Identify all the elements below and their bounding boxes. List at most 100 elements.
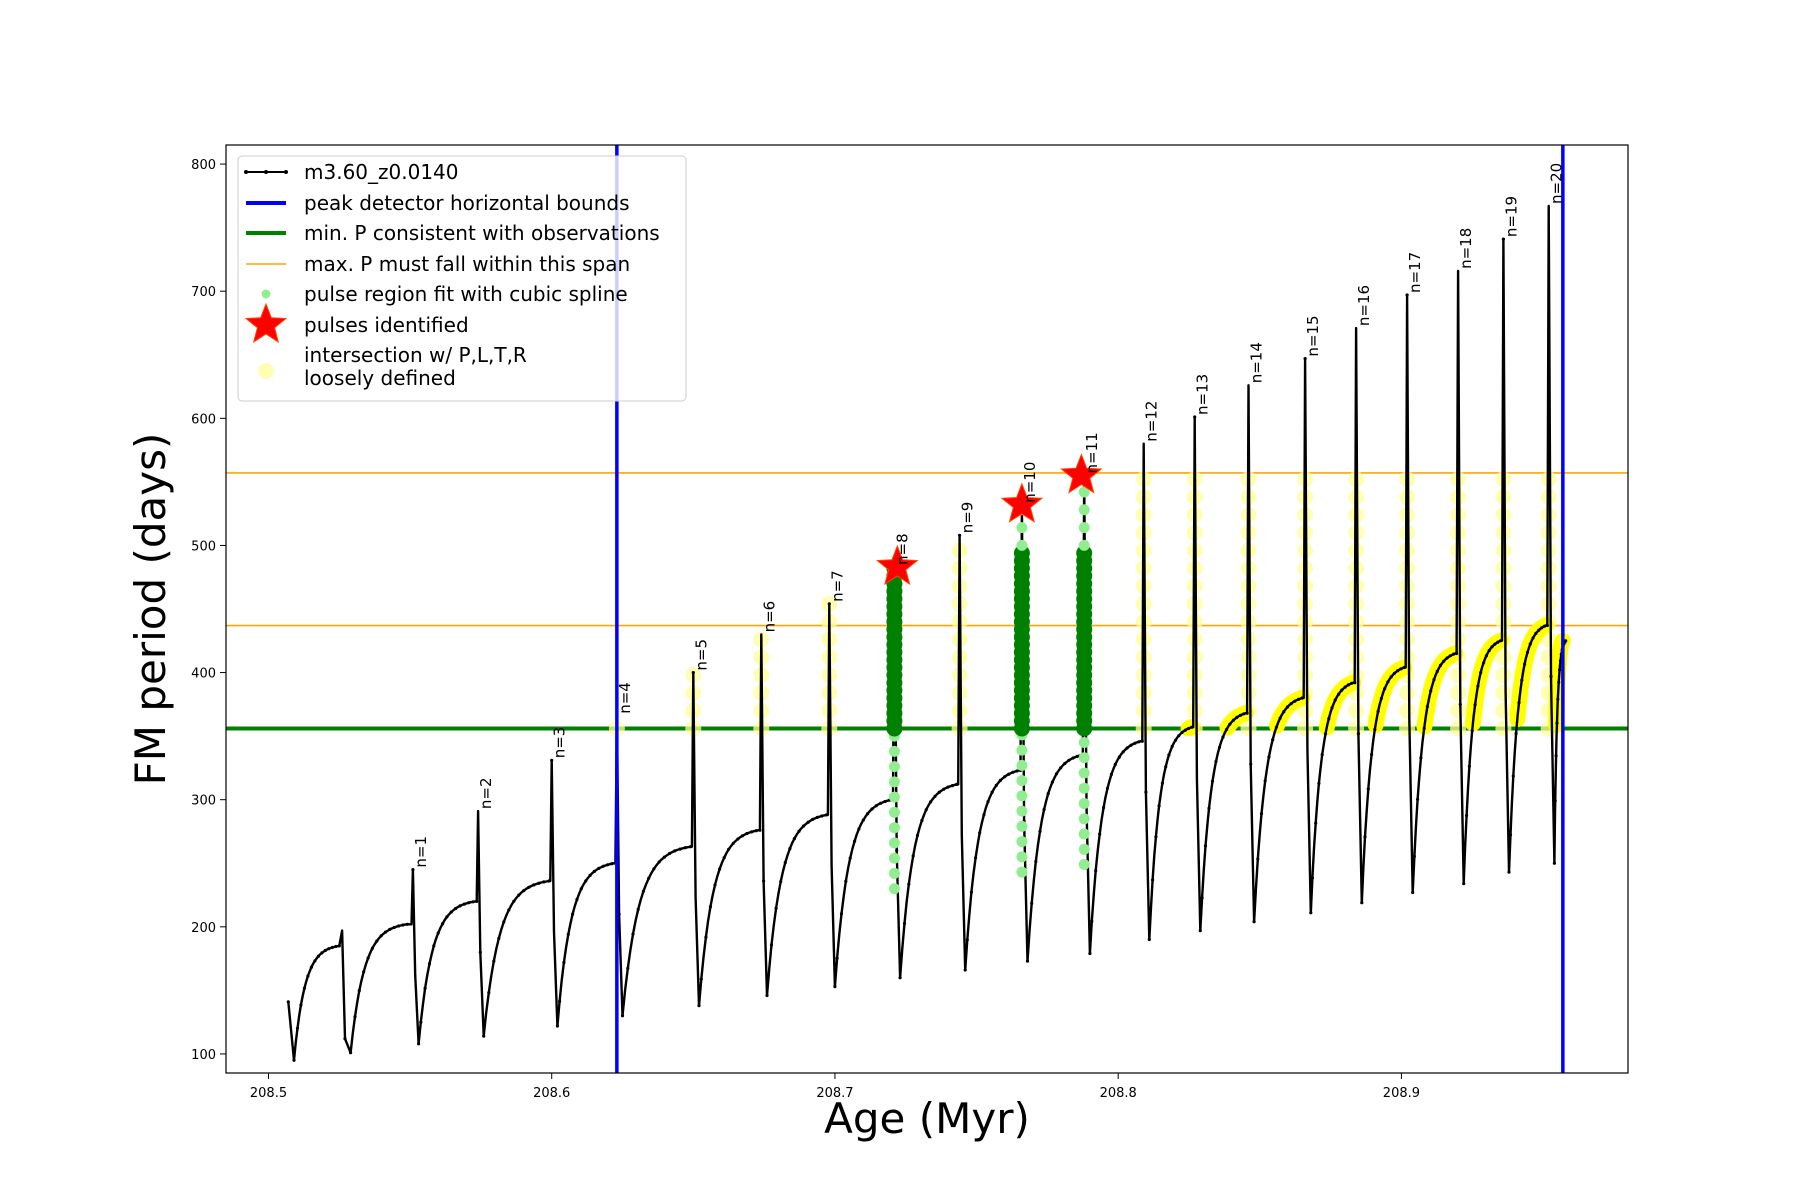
- track-point: [1113, 762, 1117, 767]
- track-point: [1224, 727, 1229, 732]
- track-point: [584, 879, 588, 883]
- intersection-marker: [1495, 578, 1512, 595]
- track-point: [605, 863, 610, 867]
- track-point: [1245, 711, 1249, 715]
- legend-label-3: max. P must fall within this span: [304, 252, 630, 276]
- intersection-marker: [1135, 702, 1152, 719]
- track-point: [1370, 752, 1374, 757]
- track-point: [497, 936, 501, 941]
- intersection-marker: [1540, 578, 1557, 595]
- track-point: [920, 818, 924, 823]
- track-point: [1448, 654, 1452, 658]
- legend-handle-dot: [258, 363, 274, 379]
- pulse-label-n-17: n=17: [1406, 252, 1424, 293]
- track-point: [1214, 759, 1218, 764]
- track-point: [1289, 702, 1293, 706]
- track-point: [731, 841, 735, 845]
- track-point: [1177, 734, 1181, 738]
- track-point: [762, 879, 766, 883]
- pulse-label-n-11: n=11: [1083, 432, 1101, 473]
- track-point: [532, 883, 536, 887]
- track-point: [769, 943, 774, 947]
- spline-light-point: [888, 867, 900, 879]
- track-point: [1263, 779, 1267, 783]
- track-point: [1252, 920, 1256, 924]
- intersection-marker: [1135, 720, 1152, 737]
- track-point: [601, 864, 605, 868]
- legend-label-1: peak detector horizontal bounds: [304, 191, 630, 215]
- track-point: [449, 910, 453, 914]
- track-point: [1067, 758, 1071, 762]
- track-point: [1160, 781, 1164, 785]
- track-point: [1412, 854, 1416, 858]
- spline-light-point: [1078, 486, 1090, 498]
- track-point: [1462, 882, 1466, 886]
- intersection-marker: [1450, 720, 1467, 737]
- plot-frame: [225, 144, 1629, 1074]
- track-point: [1501, 237, 1505, 241]
- track-point: [835, 956, 839, 960]
- track-point: [1525, 650, 1530, 655]
- track-point: [907, 882, 911, 886]
- track-point: [1137, 740, 1141, 744]
- track-point: [969, 890, 974, 894]
- track-point: [467, 901, 471, 905]
- spline-light-point: [1016, 820, 1028, 832]
- track-point: [1476, 684, 1480, 688]
- spline-light-point: [888, 745, 900, 757]
- track-point: [758, 828, 762, 832]
- track-point: [1320, 753, 1324, 757]
- spline-light-point: [1078, 752, 1090, 764]
- track-point: [542, 880, 546, 884]
- track-point: [313, 959, 317, 963]
- pulse-label-n-16: n=16: [1355, 285, 1373, 326]
- track-point: [1343, 685, 1347, 689]
- track-point: [688, 845, 693, 849]
- track-point: [1425, 705, 1429, 709]
- spline-light-point: [1016, 790, 1028, 802]
- track-point: [1540, 626, 1544, 630]
- track-point: [929, 800, 933, 804]
- intersection-marker: [1450, 702, 1467, 719]
- track-point: [1164, 765, 1168, 769]
- track-point: [1003, 775, 1007, 779]
- track-point: [699, 977, 703, 981]
- track-point: [1109, 772, 1113, 777]
- track-point: [683, 846, 687, 850]
- intersection-marker: [1450, 631, 1467, 648]
- pulse-label-n-6: n=6: [760, 601, 778, 633]
- track-point: [797, 829, 801, 833]
- track-point: [1442, 659, 1446, 663]
- track-point: [1140, 739, 1144, 743]
- track-point: [727, 847, 731, 851]
- track-point: [1363, 835, 1367, 839]
- y-axis-title: FM period (days): [126, 433, 175, 786]
- pulse-label-n-2: n=2: [477, 777, 495, 809]
- track-point: [502, 920, 506, 924]
- spline-light-point: [1016, 805, 1028, 817]
- track-point: [982, 813, 986, 817]
- track-point: [740, 834, 745, 838]
- track-point: [1314, 821, 1318, 825]
- legend-label-4: pulse region fit with cubic spline: [304, 282, 628, 306]
- track-point: [1203, 844, 1208, 848]
- track-point: [678, 847, 682, 851]
- intersection-marker: [1495, 649, 1512, 666]
- spline-light-point: [1078, 539, 1090, 551]
- track-point: [827, 602, 831, 606]
- track-point: [1496, 640, 1500, 644]
- pulse-label-n-20: n=20: [1548, 163, 1566, 204]
- track-point: [1555, 721, 1559, 725]
- track-point: [1553, 799, 1557, 803]
- track-point: [1180, 730, 1184, 735]
- track-point: [1545, 623, 1549, 628]
- track-point: [1063, 761, 1067, 766]
- spline-light-point: [1016, 759, 1028, 771]
- track-point: [343, 1037, 347, 1041]
- track-point: [432, 944, 436, 948]
- intersection-marker: [1186, 684, 1203, 701]
- track-point: [1274, 725, 1278, 729]
- track-point: [1278, 716, 1282, 720]
- track-point: [306, 974, 310, 978]
